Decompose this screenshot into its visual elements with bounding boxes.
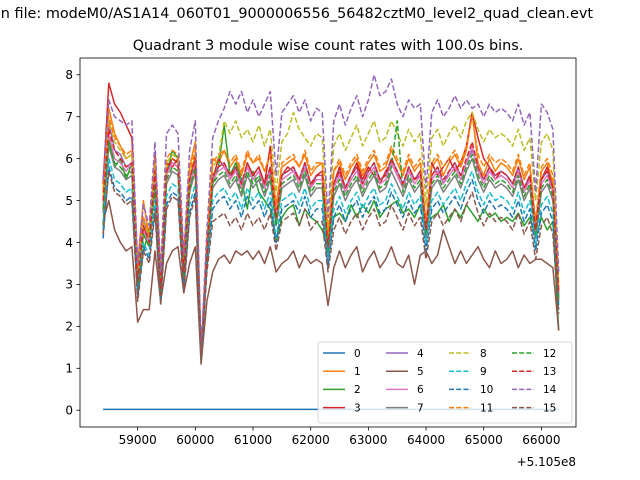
legend-label-9: 9 xyxy=(480,366,487,378)
legend-label-10: 10 xyxy=(480,384,493,396)
series-line-15 xyxy=(102,170,560,361)
x-tick-label: 63000 xyxy=(349,433,387,447)
x-axis-offset-label: +5.105e8 xyxy=(517,455,576,469)
legend-label-8: 8 xyxy=(480,348,487,360)
x-tick-label: 62000 xyxy=(292,433,330,447)
x-tick-label: 60000 xyxy=(176,433,214,447)
legend-label-5: 5 xyxy=(417,366,424,378)
x-tick-label: 61000 xyxy=(234,433,272,447)
chart-title: Quadrant 3 module wise count rates with … xyxy=(133,38,524,54)
legend-label-1: 1 xyxy=(354,366,361,378)
y-tick-label: 6 xyxy=(65,152,73,166)
x-tick-label: 66000 xyxy=(522,433,560,447)
legend-label-3: 3 xyxy=(354,402,361,414)
legend-label-14: 14 xyxy=(543,384,557,396)
x-tick-label: 59000 xyxy=(119,433,157,447)
y-axis: 0 1 2 3 4 5 6 7 8 xyxy=(65,68,80,418)
legend-label-7: 7 xyxy=(417,402,424,414)
legend-label-15: 15 xyxy=(543,402,556,414)
series-line-10 xyxy=(102,166,560,361)
x-axis: 59000 60000 61000 62000 63000 64000 65000 66000 xyxy=(119,427,560,447)
series-line-14 xyxy=(102,74,560,353)
x-tick-label: 64000 xyxy=(407,433,445,447)
legend-label-6: 6 xyxy=(417,384,424,396)
legend-label-2: 2 xyxy=(354,384,361,396)
y-tick-label: 5 xyxy=(65,194,73,208)
series-line-5 xyxy=(102,199,560,365)
y-tick-label: 3 xyxy=(65,278,73,292)
series-layer xyxy=(102,74,560,411)
legend-label-11: 11 xyxy=(480,402,493,414)
legend-box xyxy=(317,341,573,424)
y-tick-label: 1 xyxy=(65,362,73,376)
y-tick-label: 7 xyxy=(65,110,73,124)
y-tick-label: 2 xyxy=(65,320,73,334)
x-tick-label: 65000 xyxy=(465,433,503,447)
figure-suptitle: on file: modeM0/AS1A14_060T01_9000006556… xyxy=(0,6,593,22)
y-tick-label: 4 xyxy=(65,236,73,250)
y-tick-label: 8 xyxy=(65,68,73,82)
y-tick-label: 0 xyxy=(65,404,73,418)
series-line-13 xyxy=(102,128,560,357)
legend-label-12: 12 xyxy=(543,348,556,360)
legend-label-13: 13 xyxy=(543,366,556,378)
legend-label-4: 4 xyxy=(417,348,424,360)
legend-label-0: 0 xyxy=(354,348,361,360)
